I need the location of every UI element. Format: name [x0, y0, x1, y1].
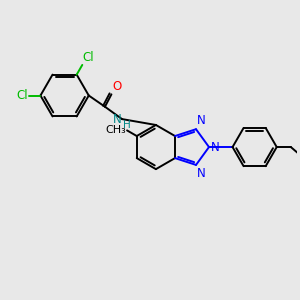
Text: CH₃: CH₃ [105, 125, 126, 135]
Text: H: H [123, 120, 130, 130]
Text: O: O [112, 80, 122, 94]
Text: N: N [197, 167, 206, 180]
Text: N: N [212, 141, 220, 154]
Text: N: N [197, 114, 206, 127]
Text: Cl: Cl [83, 51, 94, 64]
Text: Cl: Cl [16, 89, 28, 102]
Text: N: N [113, 113, 122, 126]
